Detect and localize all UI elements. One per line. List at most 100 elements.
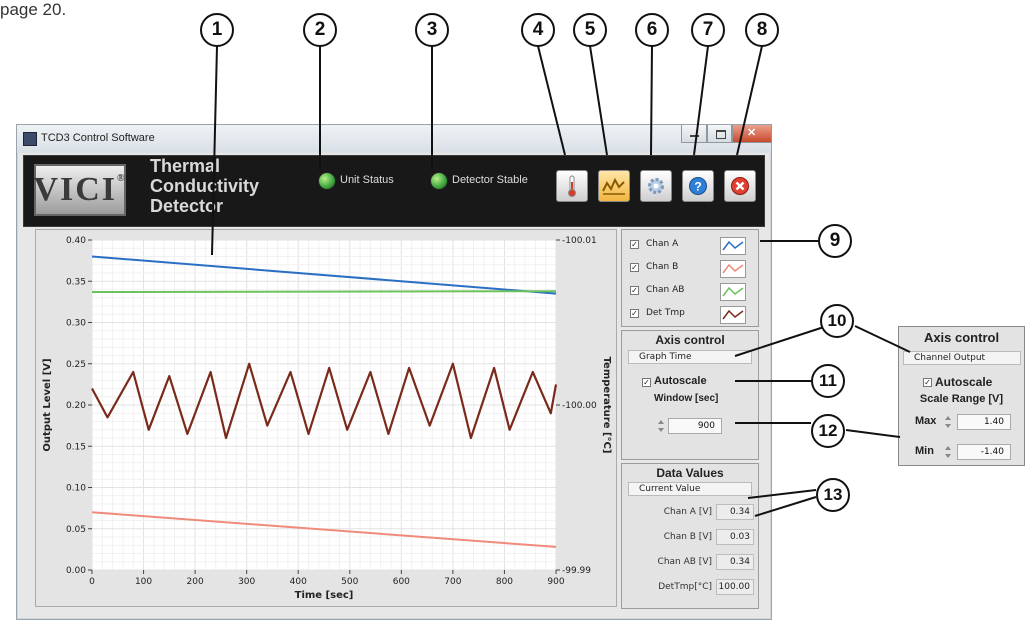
temperature-button[interactable]	[556, 170, 588, 202]
legend-label: Det Tmp	[646, 308, 685, 318]
data-value-readout: 100.00	[716, 579, 754, 595]
graph-panel: 0 100 200 300 400 500 600 700 800 900 0.00 0.05 0.1…	[35, 229, 617, 607]
callout-10: 10	[820, 304, 854, 338]
legend-label: Chan AB	[646, 285, 685, 295]
help-button[interactable]: ?	[682, 170, 714, 202]
y2-axis-label: Temperature [°C]	[601, 357, 612, 454]
help-icon: ?	[689, 177, 707, 195]
data-values-selector[interactable]: Current Value	[628, 482, 752, 496]
output-chart[interactable]: 0 100 200 300 400 500 600 700 800 900 0.00 0.05 0.1…	[36, 230, 616, 606]
app-heading: Thermal Conductivity Detector	[150, 156, 310, 216]
unit-status-led	[318, 172, 336, 190]
vici-logo: VICI ®	[33, 164, 127, 216]
logo-mark: ®	[117, 172, 127, 184]
graph-button[interactable]	[598, 170, 630, 202]
minimize-button[interactable]	[681, 125, 707, 143]
maximize-button[interactable]	[707, 125, 732, 143]
y2-axis-ticks: -100.01 -100.00 -99.99	[556, 236, 597, 576]
window-spinner[interactable]	[658, 419, 665, 433]
svg-text:?: ?	[694, 180, 701, 194]
callout-2: 2	[303, 13, 337, 47]
settings-button[interactable]	[640, 170, 672, 202]
callout-8: 8	[745, 13, 779, 47]
data-value-label: Chan B [V]	[663, 532, 712, 542]
caption-text: page 20.	[0, 0, 67, 19]
heading-line-3: Detector	[150, 196, 224, 216]
legend-panel: ✓ Chan A ✓ Chan B ✓ Chan AB ✓ Det Tmp	[621, 229, 759, 327]
data-value-readout: 0.03	[716, 529, 754, 545]
leader-12b	[845, 429, 901, 438]
app-icon	[23, 132, 37, 146]
legend-swatch[interactable]	[720, 283, 746, 301]
data-value-label: Chan AB [V]	[657, 557, 712, 567]
x-tick-label: 900	[547, 577, 564, 587]
callout-9: 9	[818, 224, 852, 258]
legend-checkbox[interactable]: ✓	[630, 263, 639, 272]
unit-status-label: Unit Status	[340, 174, 394, 186]
legend-checkbox[interactable]: ✓	[630, 240, 639, 249]
window-close-button[interactable]	[732, 125, 772, 143]
max-input[interactable]: 1.40	[957, 414, 1011, 430]
series-line-1	[91, 255, 557, 295]
max-spinner[interactable]	[945, 415, 952, 429]
chart-grid	[91, 239, 557, 571]
data-values-panel: Data Values Current Value Chan A [V] 0.34…	[621, 463, 759, 609]
axis-selector[interactable]: Graph Time	[628, 350, 752, 364]
max-label: Max	[915, 415, 937, 427]
x-tick-label: 400	[290, 577, 307, 587]
callout-1: 1	[200, 13, 234, 47]
data-value-label: Chan A [V]	[663, 507, 712, 517]
graph-icon	[602, 177, 625, 195]
callout-3: 3	[415, 13, 449, 47]
x-axis-ticks: 0 100 200 300 400 500 600 700 800 900	[89, 570, 565, 587]
callout-11: 11	[811, 364, 845, 398]
data-value-readout: 0.34	[716, 554, 754, 570]
data-value-readout: 0.34	[716, 504, 754, 520]
x-tick-label: 500	[341, 577, 358, 587]
legend-swatch[interactable]	[720, 237, 746, 255]
y2-tick-label: -99.99	[562, 566, 591, 576]
window-sec-label: Window [sec]	[654, 393, 719, 404]
legend-swatch[interactable]	[720, 306, 746, 324]
heading-line-2: Conductivity	[150, 176, 260, 196]
series-line-4	[91, 362, 558, 440]
data-values-title: Data Values	[656, 466, 724, 480]
ext-autoscale-checkbox[interactable]: ✓	[923, 378, 932, 387]
y-tick-label: 0.40	[66, 236, 86, 246]
window-title: TCD3 Control Software	[41, 132, 155, 144]
legend-label: Chan B	[646, 262, 679, 272]
callout-4: 4	[521, 13, 555, 47]
data-value-label: DetTmp[°C]	[658, 582, 712, 592]
legend-swatch[interactable]	[720, 260, 746, 278]
y-axis-label: Output Level [V]	[42, 358, 53, 451]
ext-axis-selector[interactable]: Channel Output	[903, 351, 1021, 365]
y-tick-label: 0.15	[66, 442, 86, 452]
detector-stable-led	[430, 172, 448, 190]
min-spinner[interactable]	[945, 445, 952, 459]
x-tick-label: 800	[496, 577, 513, 587]
x-tick-label: 300	[238, 577, 255, 587]
series-line-3	[91, 290, 557, 293]
y2-tick-label: -100.00	[562, 401, 597, 411]
exit-button[interactable]	[724, 170, 756, 202]
scale-range-label: Scale Range [V]	[919, 393, 1004, 405]
heading-line-1: Thermal	[150, 156, 221, 176]
y-tick-label: 0.00	[66, 566, 86, 576]
gear-icon	[648, 178, 664, 194]
window-sec-input[interactable]: 900	[668, 418, 722, 434]
x-tick-label: 600	[393, 577, 410, 587]
app-window: TCD3 Control Software VICI® Thermal Cond…	[16, 124, 772, 620]
autoscale-checkbox[interactable]: ✓	[642, 378, 651, 387]
min-input[interactable]: -1.40	[957, 444, 1011, 460]
callout-6: 6	[635, 13, 669, 47]
legend-checkbox[interactable]: ✓	[630, 286, 639, 295]
legend-checkbox[interactable]: ✓	[630, 309, 639, 318]
chart-series	[91, 255, 558, 548]
callout-13: 13	[816, 478, 850, 512]
logo-text: VICI	[33, 171, 118, 208]
y-tick-label: 0.20	[66, 401, 86, 411]
y-tick-label: 0.10	[66, 484, 86, 494]
y-tick-label: 0.30	[66, 319, 86, 329]
close-icon	[731, 177, 749, 195]
callout-7: 7	[691, 13, 725, 47]
